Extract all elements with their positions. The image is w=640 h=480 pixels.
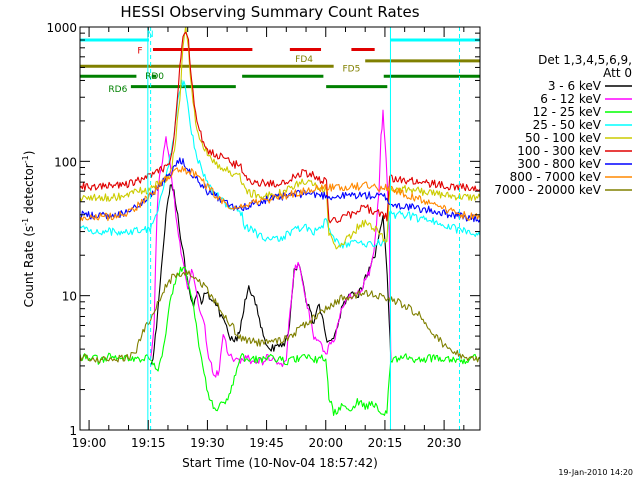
x-axis-label: Start Time (10-Nov-04 18:57:42) — [182, 456, 378, 470]
flag-label-f: F — [137, 46, 142, 56]
y-axis-label-exponent: -1 — [21, 218, 30, 226]
night-boundaries — [147, 27, 460, 430]
x-tick-label: 20:15 — [368, 436, 403, 450]
series-line-4 — [80, 27, 480, 250]
timestamp: 19-Jan-2010 14:20 — [558, 468, 633, 477]
plot-frame — [79, 26, 481, 431]
legend-label: 3 - 6 keV — [548, 79, 602, 93]
y-axis-label-exponent: -1 — [21, 155, 30, 163]
series-line-7 — [80, 165, 480, 222]
legend-label: 300 - 800 keV — [517, 157, 601, 171]
x-tick-label: 20:00 — [308, 436, 343, 450]
legend-label: 7000 - 20000 keV — [494, 183, 601, 197]
y-axis-label: Count Rate (s-1 detector-1) — [21, 151, 36, 308]
series-line-8 — [80, 270, 480, 364]
legend-header-line: Att 0 — [603, 66, 632, 80]
chart-title: HESSI Observing Summary Count Rates — [120, 3, 419, 21]
legend-header-line: Det 1,3,4,5,6,9, — [538, 53, 632, 67]
y-tick-label: 100 — [54, 155, 77, 169]
series-layer — [80, 27, 480, 416]
series-line-5 — [80, 31, 480, 224]
flag-label-rd0: RD0 — [145, 72, 164, 82]
y-tick-label: 1 — [69, 424, 77, 438]
flag-bars — [80, 38, 480, 89]
y-tick-label: 10 — [62, 290, 77, 304]
flag-label-rd6: RD6 — [108, 85, 127, 95]
x-tick-label: 19:15 — [131, 436, 166, 450]
flag-label-n: N — [147, 30, 154, 40]
legend-label: 25 - 50 keV — [533, 118, 602, 132]
x-tick-label: 19:30 — [190, 436, 225, 450]
y-axis-label-part: detector — [22, 163, 36, 218]
legend-label: 800 - 7000 keV — [510, 170, 602, 184]
x-tick-label: 19:00 — [72, 436, 107, 450]
x-tick-label: 19:45 — [249, 436, 284, 450]
x-tick-label: 20:30 — [427, 436, 462, 450]
legend-label: 100 - 300 keV — [517, 144, 601, 158]
flag-labels: NF FD4 FD5 RD0 RD6 — [108, 30, 360, 95]
axes: 1 10 100 1000 19:00 19:15 19:30 19:45 20:00 20:15… — [46, 21, 480, 450]
legend-label: 50 - 100 keV — [525, 131, 602, 145]
y-axis-label-part: ) — [22, 151, 36, 156]
series-line-3 — [80, 79, 480, 249]
flag-label-fd5: FD5 — [342, 64, 360, 74]
y-tick-label: 1000 — [46, 21, 77, 35]
legend-label: 6 - 12 keV — [540, 92, 602, 106]
flag-label-fd4: FD4 — [295, 55, 313, 65]
y-axis-label-part: Count Rate (s — [22, 226, 36, 308]
legend-label: 12 - 25 keV — [533, 105, 602, 119]
